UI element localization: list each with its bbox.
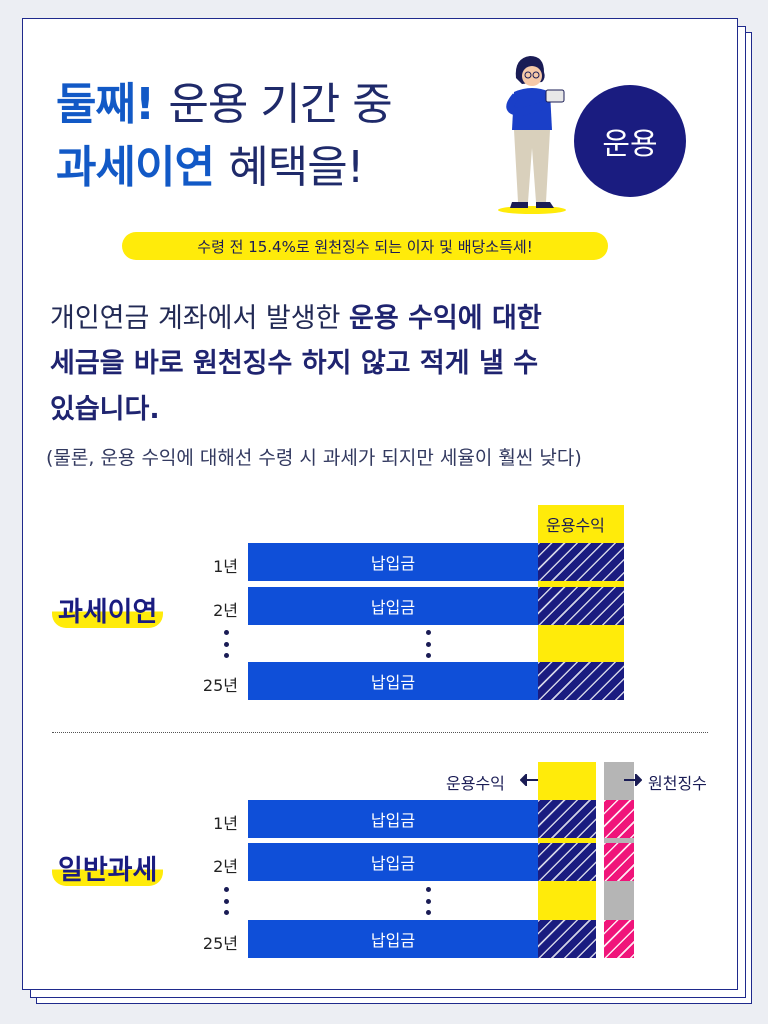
title-rest-1: 운용 기간 중 [168, 79, 392, 130]
general-row-25-withholding [604, 920, 634, 958]
deferred-row-1-year: 1년 [213, 557, 238, 576]
title-line-2: 과세이연 혜택을! [56, 146, 364, 190]
general-bar-ellipsis [426, 887, 432, 915]
deferred-row-2-bar: 납입금 [248, 587, 538, 625]
general-row-1-bar: 납입금 [248, 800, 538, 838]
section-divider [52, 732, 708, 733]
general-row-25-profit [538, 920, 596, 958]
deferred-row-2-profit [538, 587, 624, 625]
deferred-row-1-bar: 납입금 [248, 543, 538, 581]
general-row-2-bar: 납입금 [248, 843, 538, 881]
body-line-2-bold: 세금을 바로 원천징수 하지 않고 적게 낼 수 [50, 348, 539, 379]
general-row-1-profit [538, 800, 596, 838]
deferred-year-ellipsis [224, 630, 230, 658]
body-line-1-bold: 운용 수익에 대한 [349, 303, 542, 334]
body-line-1-normal: 개인연금 계좌에서 발생한 [50, 303, 341, 334]
deferred-row-2-year: 2년 [213, 601, 238, 620]
general-row-25-year: 25년 [202, 934, 238, 953]
footnote: (물론, 운용 수익에 대해선 수령 시 과세가 되지만 세율이 훨씬 낮다) [46, 447, 582, 469]
arrow-left-icon [520, 774, 538, 786]
general-row-2-year: 2년 [213, 857, 238, 876]
general-column-header-left: 운용수익 [446, 774, 505, 793]
deferred-row-25-bar: 납입금 [248, 662, 538, 700]
general-column-header-right: 원천징수 [648, 774, 707, 793]
general-row-1-withholding [604, 800, 634, 838]
body-line-3: 있습니다. [50, 396, 710, 423]
deferred-row-1-profit [538, 543, 624, 581]
deferred-row-25-year: 25년 [202, 676, 238, 695]
deferred-row-25-profit [538, 662, 624, 700]
body-line-3-bold: 있습니다. [50, 394, 160, 425]
badge-circle: 운용 [574, 85, 686, 197]
title-rest-2: 혜택을! [228, 142, 364, 193]
body-line-1: 개인연금 계좌에서 발생한 운용 수익에 대한 [50, 305, 710, 332]
body-line-2: 세금을 바로 원천징수 하지 않고 적게 낼 수 [50, 350, 710, 377]
general-group-label: 일반과세 [52, 856, 164, 886]
general-row-2-withholding [604, 843, 634, 881]
deferred-bar-ellipsis [426, 630, 432, 658]
general-year-ellipsis [224, 887, 230, 915]
highlight-pill: 수령 전 15.4%로 원천징수 되는 이자 및 배당소득세! [122, 232, 608, 260]
person-with-calculator-icon [498, 56, 566, 214]
deferred-group-label: 과세이연 [52, 598, 164, 628]
title-accent-1: 둘째! [56, 79, 155, 130]
arrow-right-icon [624, 774, 642, 786]
general-row-2-profit [538, 843, 596, 881]
general-row-1-year: 1년 [213, 814, 238, 833]
general-row-25-bar: 납입금 [248, 920, 538, 958]
title-accent-2: 과세이연 [56, 142, 215, 193]
deferred-column-header: 운용수익 [546, 516, 605, 535]
title-line-1: 둘째! 운용 기간 중 [56, 83, 393, 127]
